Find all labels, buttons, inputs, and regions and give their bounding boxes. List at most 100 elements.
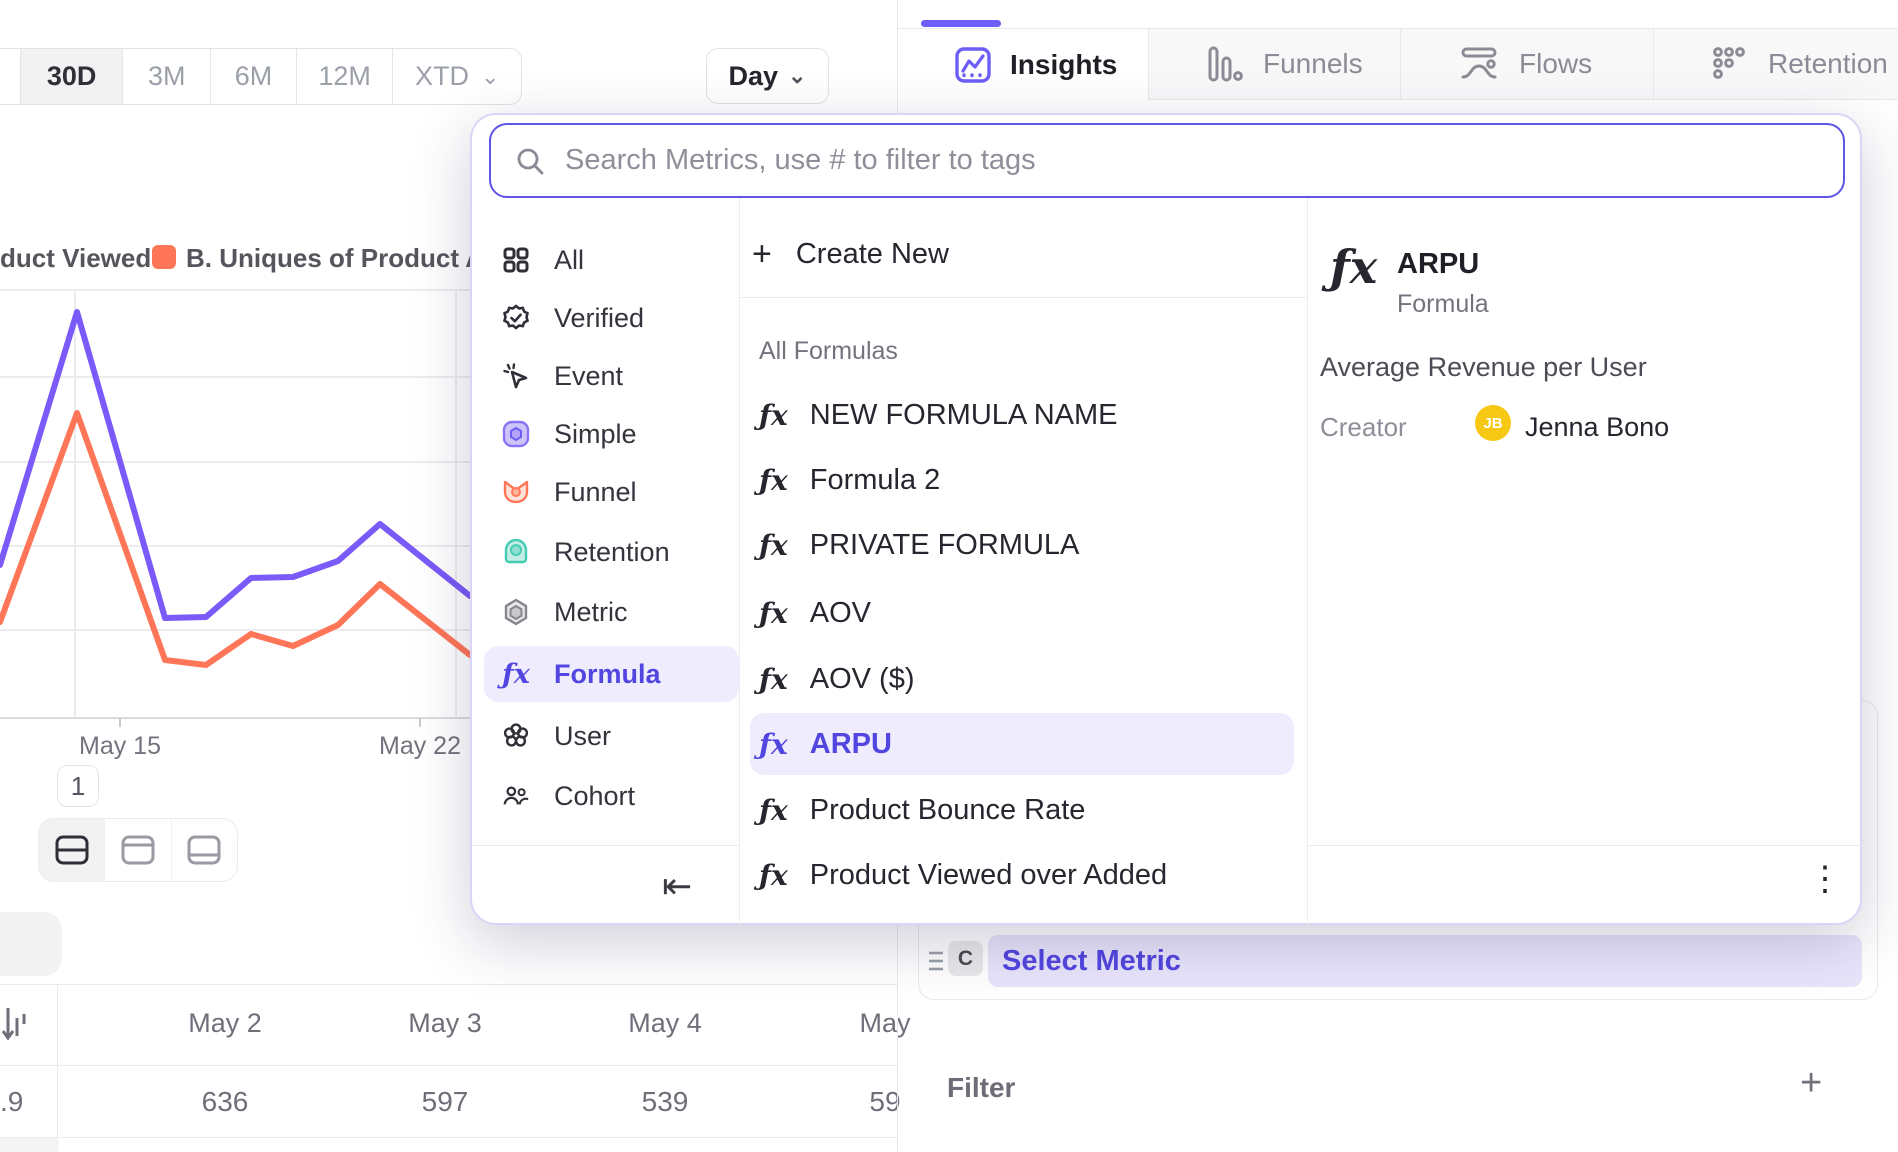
active-report-tab-indicator	[921, 20, 1001, 27]
layout-top-icon	[121, 835, 155, 865]
tab-funnels[interactable]: Funnels	[1148, 29, 1400, 100]
layout-split-horizontal-button[interactable]	[39, 819, 106, 881]
add-filter-button[interactable]: +	[1800, 1062, 1823, 1104]
formula-item-aov[interactable]: ƒx AOV	[759, 596, 871, 630]
pagination-page-1-button[interactable]: 1	[57, 765, 99, 807]
table-cell: 59	[869, 1086, 901, 1117]
metric-search-input[interactable]	[565, 144, 1843, 177]
sidebar-item-cohort[interactable]: Cohort	[484, 768, 739, 824]
date-range-option-6m[interactable]: 6M	[211, 49, 297, 104]
formula-item-formula-2[interactable]: ƒx Formula 2	[759, 463, 941, 497]
table-row-divider	[0, 1065, 897, 1066]
date-range-option-30d[interactable]: 30D	[20, 49, 124, 104]
date-range-segmented-control: 30D 3M 6M 12M XTD ⌄	[0, 48, 522, 105]
tab-bar-top-border	[897, 28, 1898, 29]
sort-descending-icon[interactable]	[2, 1006, 30, 1044]
table-header-may2[interactable]: May 2	[188, 1008, 262, 1038]
tab-retention[interactable]: Retention	[1653, 29, 1898, 100]
tab-label: Flows	[1519, 48, 1593, 79]
funnels-bars-icon	[1208, 46, 1243, 82]
metric-picker-dialog: All Verified Event Simple Funnel Retenti…	[470, 113, 1862, 925]
fx-icon: ƒx	[759, 463, 788, 497]
more-options-icon[interactable]: ⋮	[1808, 860, 1842, 898]
sidebar-item-verified[interactable]: Verified	[484, 290, 739, 346]
fx-icon: ƒx	[759, 528, 788, 562]
legend-item-a-label[interactable]: duct Viewed	[0, 243, 152, 273]
list-divider	[739, 297, 1307, 298]
tab-flows[interactable]: Flows	[1400, 29, 1653, 100]
search-icon	[517, 148, 544, 174]
fx-icon: ƒx	[759, 398, 788, 432]
layout-top-bar-button[interactable]	[105, 819, 172, 881]
legend-swatch-b	[152, 245, 176, 269]
table-header-may5-clipped[interactable]: May	[859, 1008, 911, 1038]
formula-item-product-viewed-over-added[interactable]: ƒx Product Viewed over Added	[759, 858, 1168, 892]
chevron-down-icon: ⌄	[788, 63, 807, 88]
plus-icon: +	[752, 235, 772, 273]
formula-item-new-formula-name[interactable]: ƒx NEW FORMULA NAME	[759, 398, 1118, 432]
breakdown-tab-pill[interactable]	[0, 912, 62, 976]
granularity-dropdown[interactable]: Day ⌄	[706, 48, 829, 104]
legend-item-b-label[interactable]: B. Uniques of Product Add	[186, 243, 516, 273]
table-frozen-column-divider	[57, 984, 58, 1152]
panel-layout-toggle-group	[38, 818, 238, 882]
sidebar-item-formula[interactable]: ƒx Formula	[484, 646, 739, 702]
detail-description: Average Revenue per User	[1320, 352, 1647, 382]
layout-bottom-bar-button[interactable]	[172, 819, 237, 881]
sidebar-item-event[interactable]: Event	[484, 348, 739, 404]
table-cell: 597	[421, 1086, 469, 1117]
fx-icon: ƒx	[759, 858, 788, 892]
metric-search-container	[489, 123, 1845, 198]
retention-metric-icon	[502, 538, 530, 566]
formula-item-arpu[interactable]: ƒx ARPU	[750, 713, 1294, 775]
table-cell: 636	[201, 1086, 249, 1117]
date-range-option-xtd[interactable]: XTD ⌄	[415, 61, 500, 91]
insights-chart-icon	[955, 46, 991, 83]
table-header-top-border	[0, 984, 897, 985]
date-range-option-clipped[interactable]	[0, 49, 21, 104]
table-header-may4[interactable]: May 4	[628, 1008, 702, 1038]
x-axis-tick-may15: May 15	[79, 732, 161, 760]
formula-item-aov-dollar[interactable]: ƒx AOV ($)	[759, 662, 915, 696]
sidebar-item-simple[interactable]: Simple	[484, 406, 739, 462]
series-a-line	[0, 309, 470, 621]
list-detail-divider	[1307, 198, 1308, 925]
x-axis-tick-may22: May 22	[379, 732, 461, 760]
create-new-button[interactable]: + Create New	[752, 235, 949, 273]
sidebar-item-user[interactable]: User	[484, 708, 739, 764]
table-cell: 539	[641, 1086, 689, 1117]
funnel-metric-icon	[502, 478, 530, 506]
sidebar-item-metric[interactable]: Metric	[484, 584, 739, 640]
tab-label: Retention	[1768, 48, 1888, 79]
sidebar-item-all[interactable]: All	[484, 232, 739, 288]
layout-split-icon	[55, 835, 89, 865]
formula-item-private-formula[interactable]: ƒx PRIVATE FORMULA	[759, 528, 1080, 562]
select-metric-button[interactable]: Select Metric	[988, 935, 1862, 987]
sidebar-footer-divider	[472, 845, 739, 846]
verified-badge-icon	[502, 304, 530, 332]
date-range-option-3m[interactable]: 3M	[123, 49, 212, 104]
cohort-people-icon	[502, 782, 530, 810]
table-row-divider	[0, 1137, 897, 1138]
line-chart[interactable]	[0, 280, 470, 732]
sidebar-item-funnel[interactable]: Funnel	[484, 464, 739, 520]
collapse-sidebar-icon[interactable]: ⇤	[662, 865, 693, 906]
sidebar-list-divider	[739, 198, 740, 925]
event-cursor-icon	[502, 362, 530, 390]
tab-insights[interactable]: Insights	[898, 29, 1148, 100]
formula-item-product-bounce-rate[interactable]: ƒx Product Bounce Rate	[759, 793, 1086, 827]
table-header-may3[interactable]: May 3	[408, 1008, 482, 1038]
metric-position-chip: C	[948, 941, 983, 976]
simple-metric-icon	[502, 420, 530, 448]
fx-icon: ƒx	[759, 793, 788, 827]
tab-label: Insights	[1010, 48, 1118, 80]
detail-metric-name: ARPU	[1397, 248, 1480, 280]
date-range-option-12m[interactable]: 12M	[297, 49, 394, 104]
drag-handle-icon[interactable]	[928, 948, 944, 974]
filter-section-label: Filter	[947, 1072, 1016, 1103]
detail-metric-type: Formula	[1397, 290, 1489, 318]
fx-icon: ƒx	[759, 727, 788, 761]
layout-bottom-icon	[187, 835, 221, 865]
sidebar-item-retention[interactable]: Retention	[484, 524, 739, 580]
